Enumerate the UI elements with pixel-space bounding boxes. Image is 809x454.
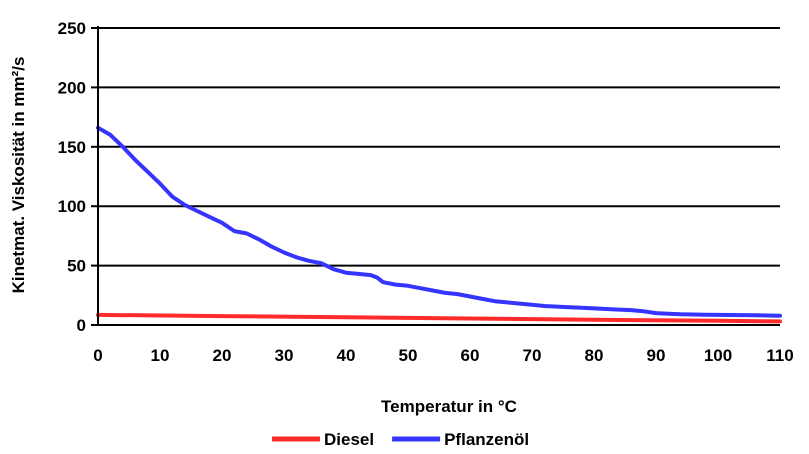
x-tick-label-0: 0 [93, 346, 102, 365]
x-tick-label-110: 110 [766, 346, 793, 365]
y-tick-label-50: 50 [67, 257, 86, 276]
x-tick-label-20: 20 [213, 346, 232, 365]
tick-labels: 0 50 100 150 200 250 0 10 20 30 40 50 60 70 80 90 100 110 [58, 19, 794, 365]
y-tick-label-100: 100 [58, 197, 86, 216]
x-tick-label-10: 10 [151, 346, 170, 365]
series-line-0 [96, 312, 782, 324]
x-tick-label-30: 30 [275, 346, 294, 365]
series-lines [96, 125, 782, 324]
legend: Diesel Pflanzenöl [272, 430, 529, 449]
y-tick-label-0: 0 [77, 316, 86, 335]
y-tick-label-250: 250 [58, 19, 86, 38]
y-tick-label-150: 150 [58, 138, 86, 157]
x-tick-label-100: 100 [704, 346, 732, 365]
series-line-1 [96, 125, 782, 318]
x-axis-label: Temperatur in °C [381, 397, 517, 416]
axes [91, 26, 780, 326]
x-tick-label-40: 40 [337, 346, 356, 365]
legend-label-1: Pflanzenöl [444, 430, 529, 449]
x-tick-label-80: 80 [585, 346, 604, 365]
grid [98, 27, 780, 267]
x-tick-label-50: 50 [399, 346, 418, 365]
x-tick-label-70: 70 [523, 346, 542, 365]
y-tick-label-200: 200 [58, 78, 86, 97]
y-axis-label: Kinetmat. Viskosität in mm²/s [9, 57, 28, 294]
legend-label-0: Diesel [324, 430, 374, 449]
x-tick-label-90: 90 [647, 346, 666, 365]
x-tick-label-60: 60 [461, 346, 480, 365]
